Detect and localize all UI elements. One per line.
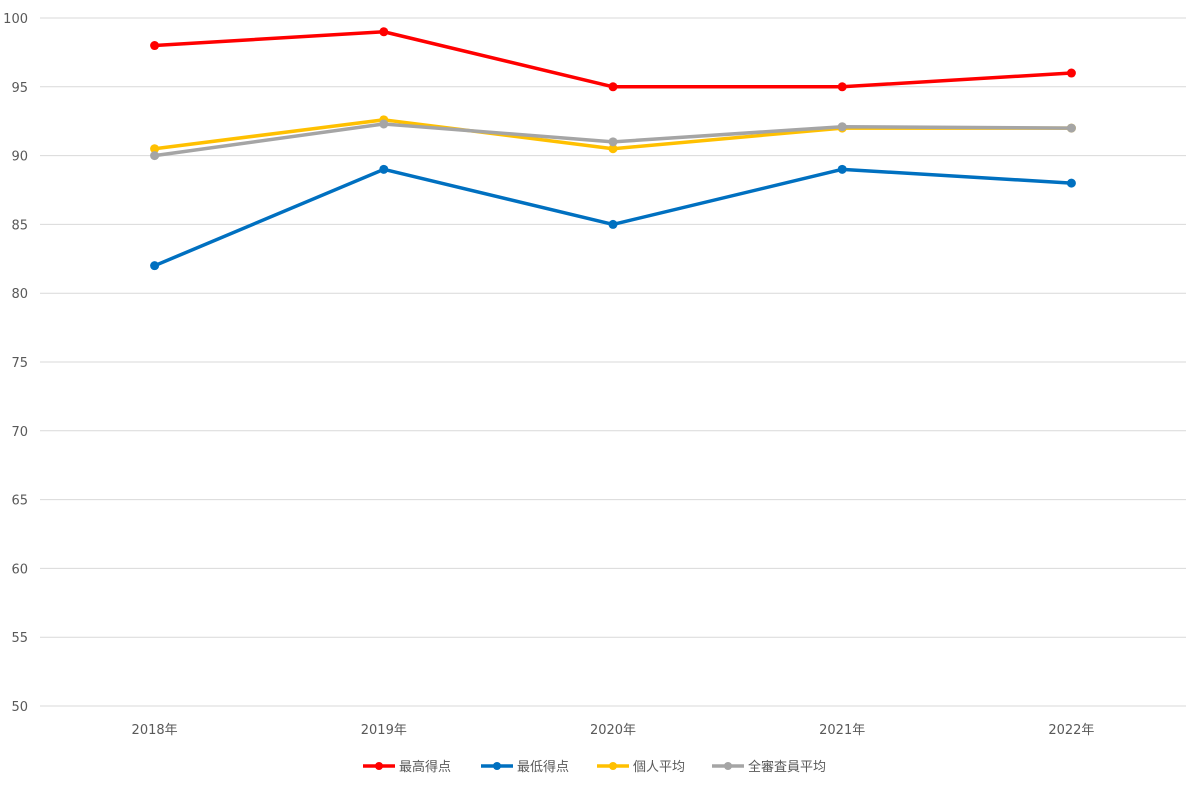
data-point — [608, 219, 618, 229]
legend-item: 最高得点 — [363, 759, 451, 775]
data-point — [150, 144, 160, 154]
data-point — [379, 164, 389, 174]
legend: 最高得点 最低得点 個人平均 全審査員平均 — [363, 759, 826, 775]
series-line — [152, 30, 1074, 89]
x-tick-label: 2020年 — [590, 723, 636, 738]
legend-swatch-marker — [375, 762, 383, 770]
legend-item: 個人平均 — [597, 760, 685, 775]
y-tick-label: 75 — [11, 356, 28, 371]
y-tick-label: 60 — [11, 562, 28, 577]
y-tick-label: 65 — [11, 494, 28, 509]
x-axis-tick-labels: 2018年 2019年 2020年 2021年 2022年 — [132, 723, 1095, 738]
legend-swatch-marker — [724, 762, 732, 770]
data-point — [150, 41, 160, 51]
x-tick-label: 2022年 — [1048, 723, 1094, 738]
series-0 — [150, 27, 1076, 92]
legend-label: 全審査員平均 — [748, 759, 826, 775]
data-point — [837, 164, 847, 174]
legend-swatch-marker — [609, 762, 617, 770]
gridlines — [40, 17, 1186, 707]
data-point — [1066, 178, 1076, 188]
data-point — [1066, 68, 1076, 78]
legend-swatch-marker — [493, 762, 501, 770]
series-1 — [150, 164, 1076, 271]
series-2 — [150, 115, 1076, 154]
y-tick-label: 50 — [11, 700, 28, 715]
y-tick-label: 70 — [11, 425, 28, 440]
data-point — [150, 151, 160, 161]
legend-label: 最高得点 — [399, 759, 451, 775]
x-tick-label: 2019年 — [361, 723, 407, 738]
y-tick-label: 85 — [11, 218, 28, 233]
data-point — [608, 144, 618, 154]
y-axis-tick-labels: 50 55 60 65 70 75 80 85 90 95 100 — [3, 12, 28, 715]
data-point — [150, 261, 160, 271]
data-point — [608, 82, 618, 92]
data-point — [837, 82, 847, 92]
legend-label: 最低得点 — [517, 759, 569, 775]
data-point — [379, 27, 389, 37]
x-tick-label: 2021年 — [819, 723, 865, 738]
y-tick-label: 80 — [11, 287, 28, 302]
series-lines — [150, 27, 1076, 271]
series-3 — [150, 119, 1076, 161]
legend-item: 全審査員平均 — [712, 759, 826, 775]
data-point — [837, 122, 847, 132]
data-point — [379, 119, 389, 129]
legend-item: 最低得点 — [481, 759, 569, 775]
data-point — [608, 137, 618, 147]
x-tick-label: 2018年 — [132, 723, 178, 738]
y-tick-label: 100 — [3, 12, 28, 27]
legend-label: 個人平均 — [633, 760, 685, 775]
y-tick-label: 95 — [11, 81, 28, 96]
y-tick-label: 90 — [11, 150, 28, 165]
data-point — [1066, 123, 1076, 133]
series-line — [152, 167, 1074, 268]
y-tick-label: 55 — [11, 631, 28, 646]
